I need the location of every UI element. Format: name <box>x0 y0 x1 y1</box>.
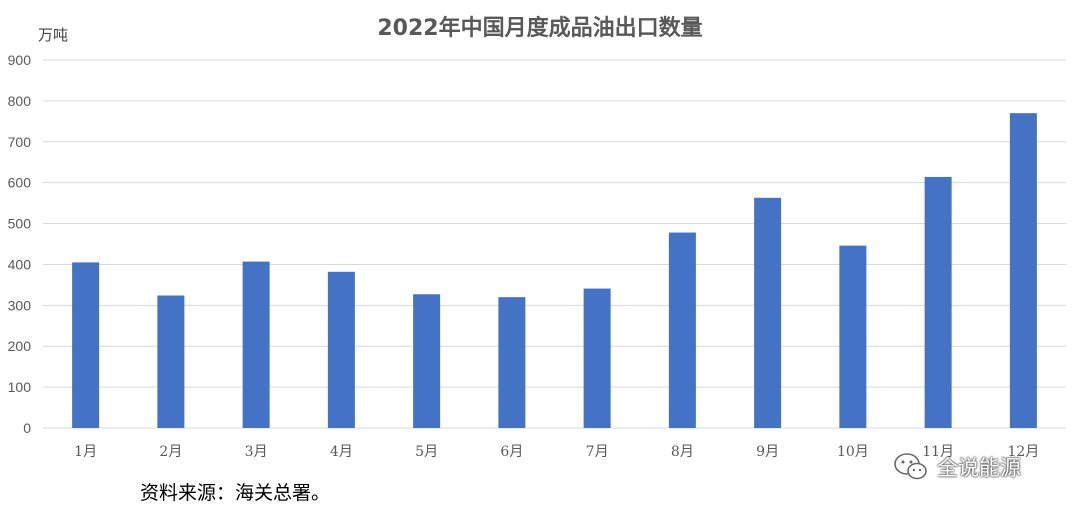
watermark: 全说能源 <box>893 452 1021 482</box>
bar-3 <box>242 261 270 428</box>
x-tick-label: 1月 <box>74 444 97 460</box>
bar-4 <box>327 271 355 428</box>
x-tick-label: 10月 <box>837 444 869 460</box>
y-tick-labels: 0 100 200 300 400 500 600 700 800 900 <box>8 52 32 436</box>
y-axis-unit: 万吨 <box>38 26 68 44</box>
y-tick-label: 900 <box>8 52 32 68</box>
bar-6 <box>498 297 526 428</box>
x-tick-label: 2月 <box>159 444 182 460</box>
x-tick-label: 9月 <box>756 444 779 460</box>
bar-9 <box>754 197 782 428</box>
y-tick-label: 400 <box>8 256 32 272</box>
wechat-icon <box>894 453 927 480</box>
x-tick-label: 4月 <box>330 444 353 460</box>
bar-1 <box>72 262 100 428</box>
y-tick-label: 700 <box>8 134 32 150</box>
y-tick-label: 800 <box>8 93 32 109</box>
y-tick-label: 0 <box>23 420 31 436</box>
x-tick-labels: 1月 2月 3月 4月 5月 6月 7月 8月 9月 10月 11月 12月 <box>74 444 1039 460</box>
y-tick-label: 300 <box>8 297 32 313</box>
source-note: 资料来源：海关总署。 <box>140 482 331 504</box>
bars <box>72 113 1037 429</box>
bar-11 <box>924 176 952 428</box>
x-tick-label: 6月 <box>500 444 523 460</box>
gridlines <box>43 59 1066 429</box>
bar-10 <box>839 245 867 428</box>
watermark-text: 全说能源 <box>937 456 1021 480</box>
bar-7 <box>583 288 611 428</box>
y-tick-label: 500 <box>8 216 32 232</box>
bar-2 <box>157 295 185 428</box>
y-tick-label: 100 <box>8 379 32 395</box>
x-tick-label: 3月 <box>245 444 268 460</box>
x-tick-label: 5月 <box>415 444 438 460</box>
x-tick-label: 11月 <box>922 444 954 460</box>
y-tick-label: 600 <box>8 175 32 191</box>
x-tick-label: 8月 <box>671 444 694 460</box>
chart-title: 2022年中国月度成品油出口数量 <box>377 15 702 41</box>
x-tick-label: 12月 <box>1007 444 1039 460</box>
bar-8 <box>668 232 696 428</box>
y-tick-label: 200 <box>8 338 32 354</box>
x-tick-label: 7月 <box>586 444 609 460</box>
bar-12 <box>1009 113 1037 429</box>
bar-5 <box>413 294 441 428</box>
